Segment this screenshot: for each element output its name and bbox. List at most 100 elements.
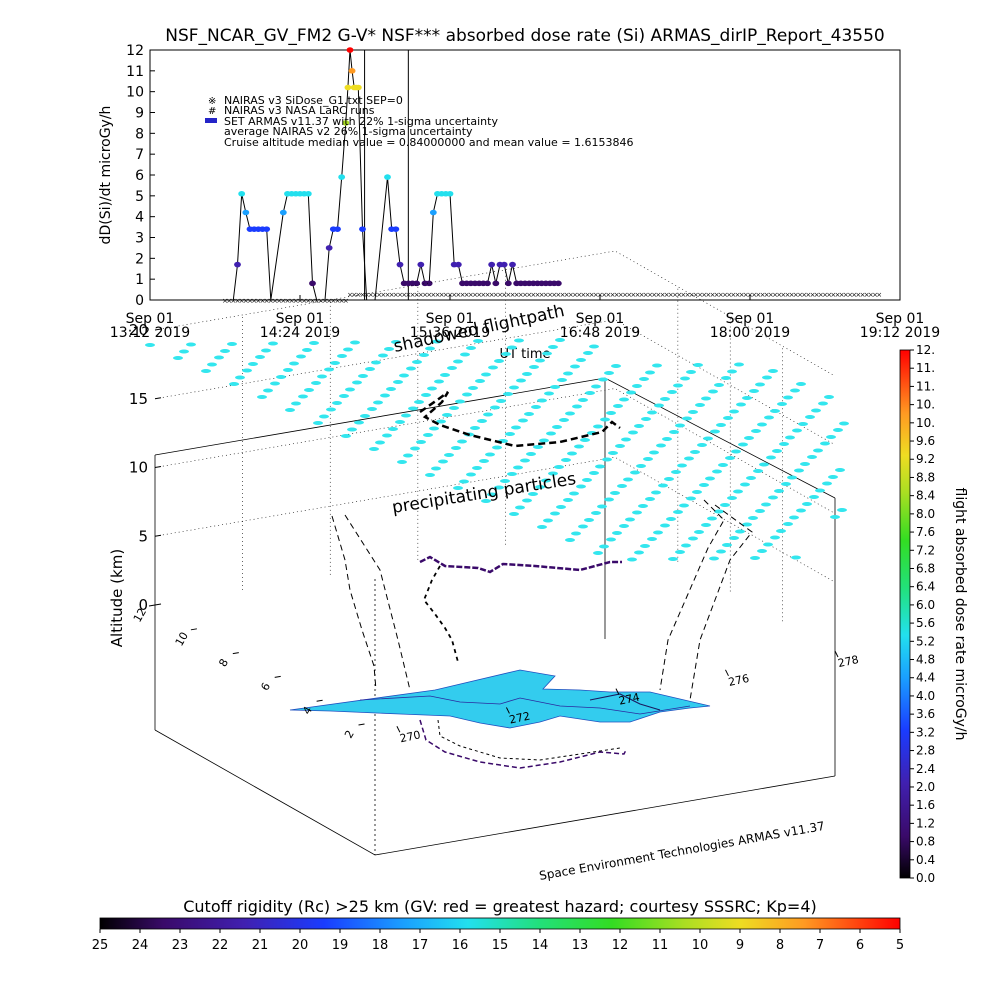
nairas-point: × bbox=[655, 291, 661, 299]
particle bbox=[483, 412, 493, 417]
particle bbox=[283, 368, 293, 372]
particle bbox=[574, 444, 584, 449]
nairas-series: ××××××××××××××××××××××××××××××××××××××××… bbox=[222, 291, 882, 305]
particle bbox=[291, 401, 301, 406]
particle bbox=[632, 384, 642, 388]
particle bbox=[697, 443, 707, 447]
nairas-point: × bbox=[480, 291, 486, 299]
particle bbox=[677, 463, 687, 468]
particle bbox=[632, 510, 642, 515]
particle bbox=[550, 511, 560, 516]
particle bbox=[628, 430, 638, 435]
nairas-point: × bbox=[351, 291, 357, 299]
particle bbox=[822, 481, 832, 486]
particle bbox=[580, 438, 590, 442]
particle bbox=[541, 478, 551, 483]
particle bbox=[839, 421, 849, 426]
particle bbox=[425, 473, 435, 477]
armas-point bbox=[242, 209, 250, 216]
y-tick-label: 8 bbox=[135, 126, 144, 142]
nairas-point: × bbox=[847, 291, 853, 299]
particle bbox=[358, 374, 368, 378]
x-tick-time: 16:48 2019 bbox=[560, 325, 640, 341]
dose-colorbar-tick-label: 6.4 bbox=[916, 580, 935, 594]
cutoff-rigidity-tick-label: 19 bbox=[332, 938, 349, 953]
particle bbox=[227, 342, 237, 346]
nairas-point: × bbox=[605, 291, 611, 299]
dose-colorbar-label: flight absorbed dose rate microGy/h bbox=[952, 488, 968, 741]
armas-point bbox=[504, 280, 512, 287]
particle bbox=[289, 361, 299, 366]
particle bbox=[694, 530, 704, 534]
particle bbox=[712, 469, 722, 474]
particle bbox=[626, 390, 636, 395]
particle bbox=[543, 518, 553, 523]
particle bbox=[501, 352, 511, 356]
particle bbox=[718, 463, 728, 467]
particle bbox=[824, 395, 834, 399]
particle bbox=[378, 353, 388, 358]
nairas-point: × bbox=[668, 291, 674, 299]
particle bbox=[604, 371, 614, 375]
armas-point bbox=[429, 209, 437, 216]
particle bbox=[449, 406, 459, 410]
particle bbox=[578, 398, 588, 402]
top-chart-title: NSF_NCAR_GV_FM2 G-V* NSF*** absorbed dos… bbox=[165, 26, 884, 46]
nairas-point: × bbox=[539, 291, 545, 299]
armas-point bbox=[359, 226, 366, 232]
nairas-point: × bbox=[593, 291, 599, 299]
particle bbox=[623, 477, 633, 482]
dose-colorbar-tick-label: 4.4 bbox=[916, 671, 935, 685]
descent-track bbox=[422, 565, 459, 663]
left-dropline bbox=[331, 515, 377, 691]
particle bbox=[531, 405, 541, 409]
armas-point bbox=[325, 245, 333, 251]
nairas-point: × bbox=[297, 297, 303, 305]
particle bbox=[451, 446, 461, 450]
particle bbox=[416, 440, 426, 444]
nairas-point: × bbox=[410, 291, 416, 299]
armas-point bbox=[309, 280, 316, 287]
nairas-point: × bbox=[405, 291, 411, 299]
particle bbox=[567, 451, 577, 456]
nairas-point: × bbox=[489, 291, 495, 299]
particle bbox=[835, 468, 845, 472]
particle bbox=[636, 464, 646, 468]
particle bbox=[768, 495, 778, 500]
particle bbox=[557, 378, 567, 382]
nairas-point: × bbox=[422, 291, 428, 299]
particle bbox=[554, 465, 564, 469]
nairas-point: × bbox=[255, 297, 261, 305]
particle bbox=[589, 344, 599, 349]
nairas-point: × bbox=[876, 291, 882, 299]
particle bbox=[494, 485, 504, 490]
nairas-point: × bbox=[789, 291, 795, 299]
y-tick-label: 3 bbox=[135, 231, 144, 247]
nairas-point: × bbox=[576, 291, 582, 299]
particle bbox=[593, 424, 603, 429]
dose-colorbar-tick-label: 0.8 bbox=[916, 835, 935, 849]
particle bbox=[597, 504, 607, 509]
particle bbox=[643, 457, 653, 461]
nairas-point: × bbox=[485, 291, 491, 299]
nairas-point: × bbox=[868, 291, 874, 299]
shadowed-flightpath bbox=[419, 391, 621, 448]
particle bbox=[639, 377, 649, 381]
nairas-point: × bbox=[472, 291, 478, 299]
ground-track-2 bbox=[437, 719, 621, 761]
particle bbox=[759, 462, 769, 467]
particle bbox=[475, 379, 485, 383]
nairas-point: × bbox=[451, 291, 457, 299]
particle bbox=[201, 369, 211, 373]
nairas-point: × bbox=[347, 291, 353, 299]
nairas-point: × bbox=[851, 291, 857, 299]
particle bbox=[220, 349, 230, 353]
particle bbox=[692, 490, 702, 494]
legend-entry-1: NAIRAS v3 NASA LaRC runs bbox=[224, 104, 375, 117]
particle bbox=[365, 367, 375, 371]
nairas-point: × bbox=[493, 291, 499, 299]
particle bbox=[634, 550, 644, 555]
dose-colorbar-tick-label: 9.6 bbox=[916, 434, 935, 448]
nairas-point: × bbox=[543, 291, 549, 299]
particle bbox=[703, 436, 713, 441]
